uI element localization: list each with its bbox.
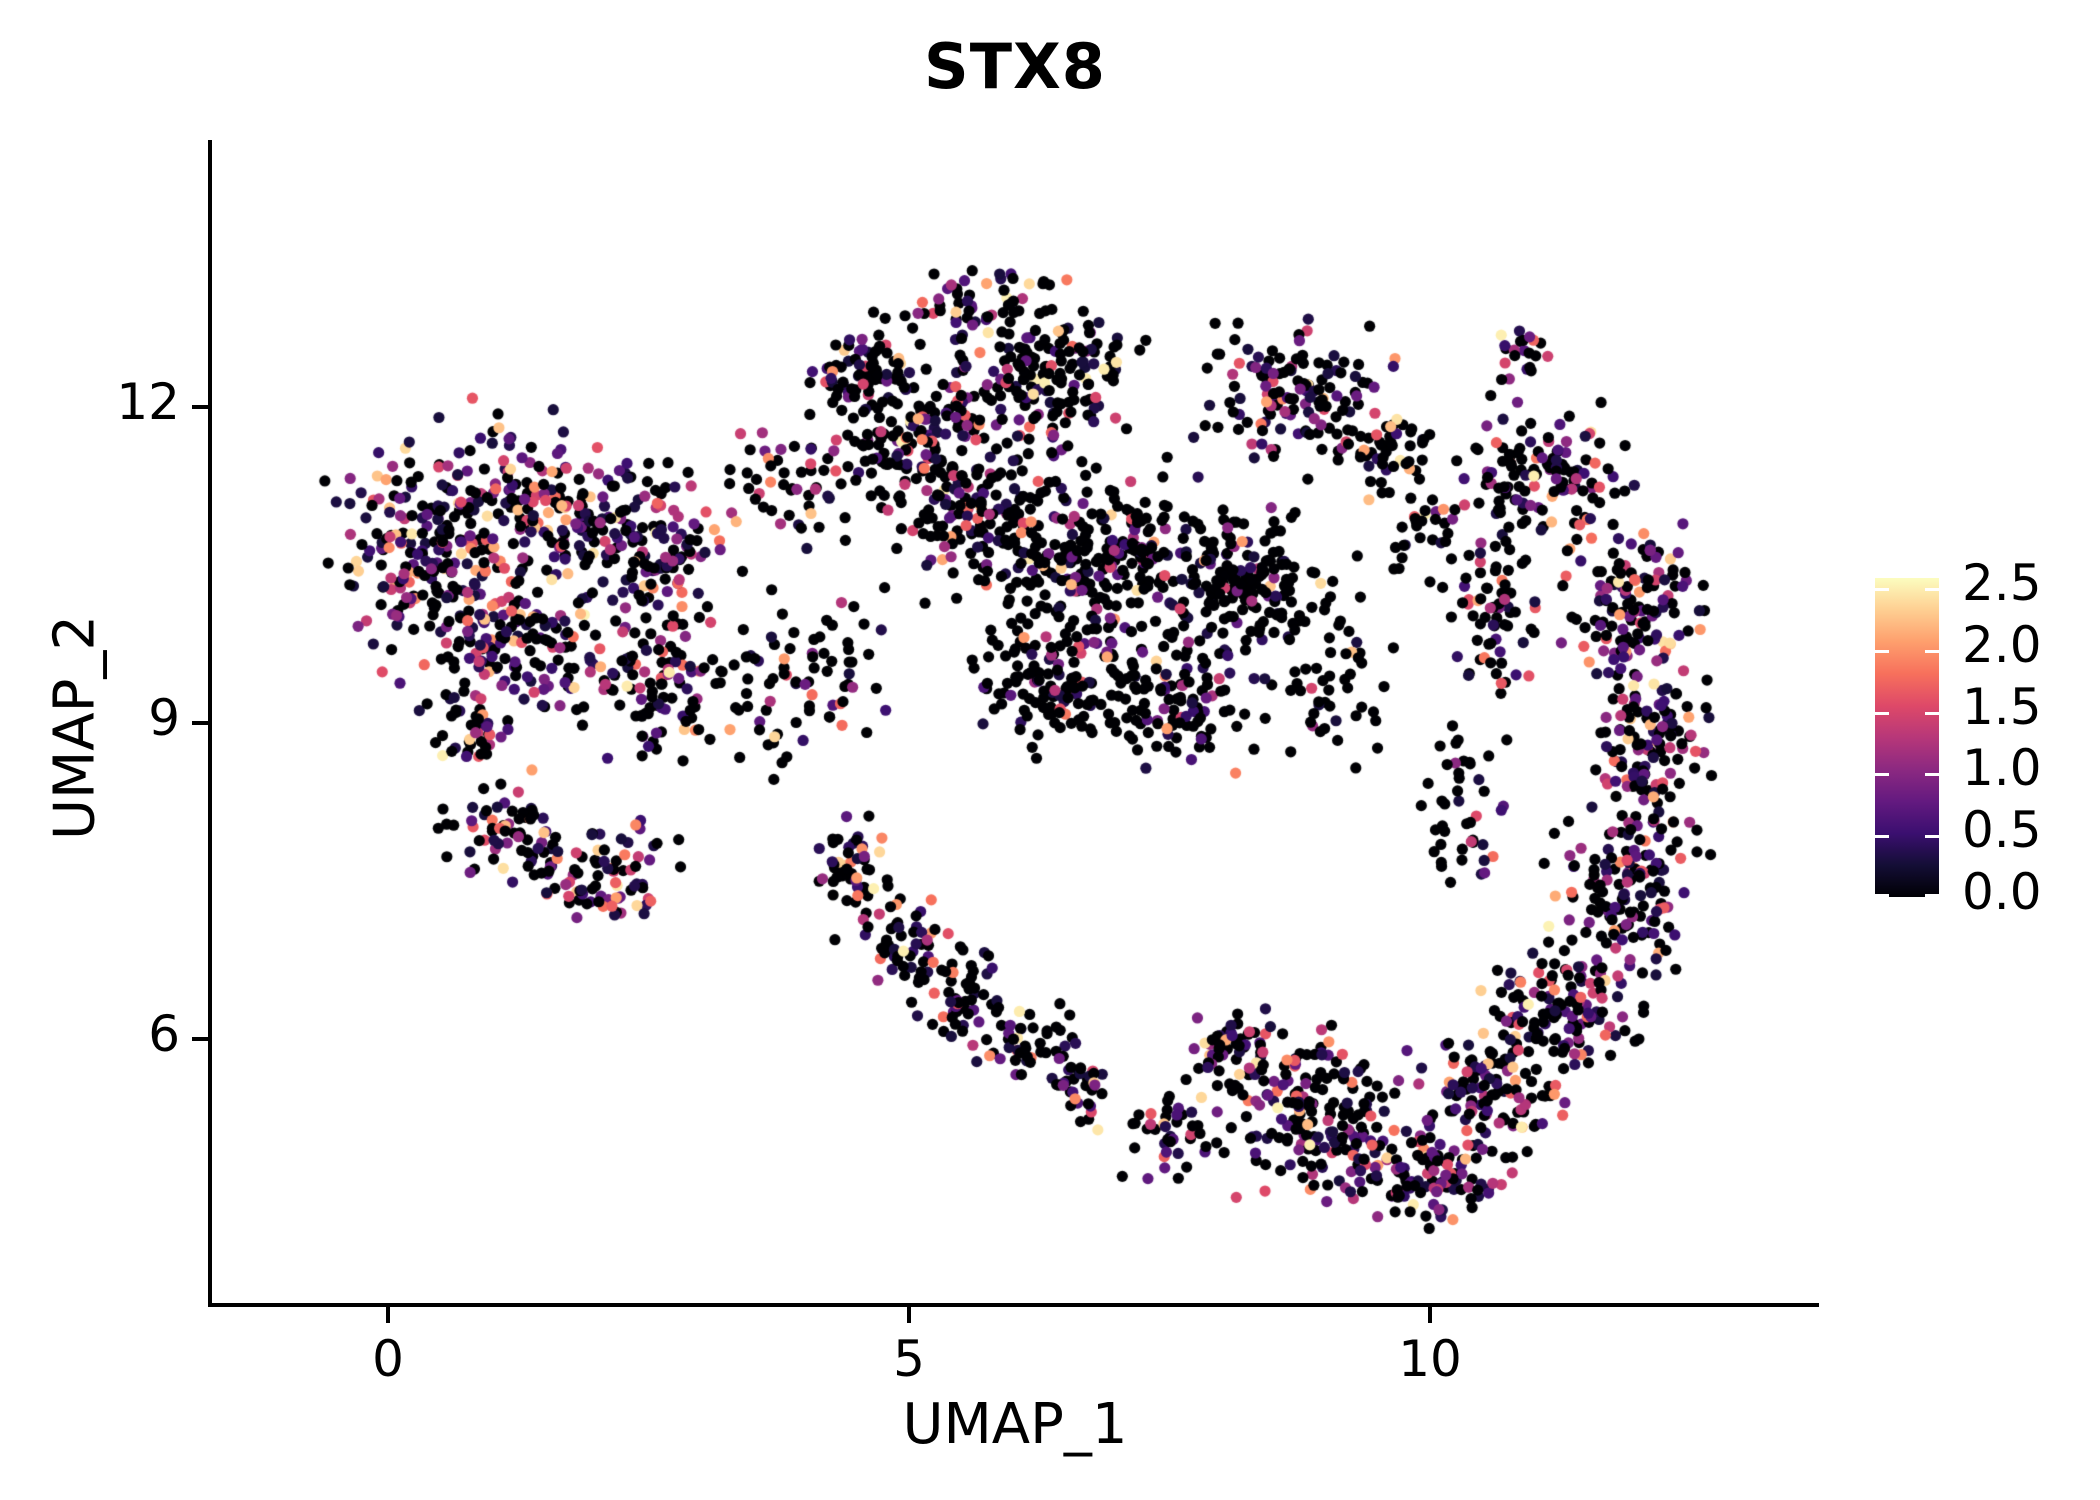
x-axis-label: UMAP_1	[902, 1392, 1128, 1457]
scatter-plot-canvas	[211, 140, 1819, 1307]
colorbar-tick-notch	[1875, 649, 1889, 653]
colorbar-tick-notch	[1875, 894, 1889, 897]
colorbar-tick-notch	[1925, 773, 1939, 777]
y-tick-label: 9	[148, 688, 180, 747]
x-tick-mark	[386, 1307, 390, 1323]
x-tick-label: 10	[1398, 1330, 1462, 1388]
y-tick-label: 12	[116, 373, 180, 431]
colorbar-tick-notch	[1875, 773, 1889, 777]
x-axis-spine	[208, 1303, 1819, 1307]
x-tick-mark	[907, 1307, 911, 1323]
colorbar-tick-label: 0.0	[1962, 863, 2042, 921]
colorbar-tick-notch	[1925, 835, 1939, 839]
colorbar-tick-label: 1.0	[1962, 739, 2042, 798]
colorbar-tick-notch	[1875, 587, 1889, 591]
y-tick-label: 6	[148, 1004, 180, 1063]
colorbar-tick-notch	[1925, 587, 1939, 591]
y-axis-label: UMAP_2	[42, 615, 108, 841]
colorbar-tick-notch	[1925, 649, 1939, 653]
colorbar-tick-label: 1.5	[1962, 677, 2042, 736]
y-axis-spine	[208, 140, 212, 1307]
colorbar-tick-notch	[1875, 835, 1889, 839]
y-tick-mark	[192, 720, 208, 725]
plot-title: STX8	[924, 30, 1106, 103]
colorbar-tick-label: 2.5	[1962, 553, 2042, 612]
colorbar-tick-label: 2.0	[1962, 615, 2042, 674]
colorbar-tick-label: 0.5	[1962, 801, 2042, 860]
y-tick-mark	[192, 1036, 208, 1041]
colorbar-tick-notch	[1925, 711, 1939, 715]
colorbar-tick-notch	[1925, 894, 1939, 897]
colorbar-tick-notch	[1875, 711, 1889, 715]
expression-colorbar	[1875, 578, 1939, 897]
x-tick-label: 0	[372, 1330, 404, 1388]
x-tick-label: 5	[893, 1330, 925, 1388]
y-tick-mark	[192, 405, 208, 409]
x-tick-mark	[1428, 1307, 1432, 1323]
